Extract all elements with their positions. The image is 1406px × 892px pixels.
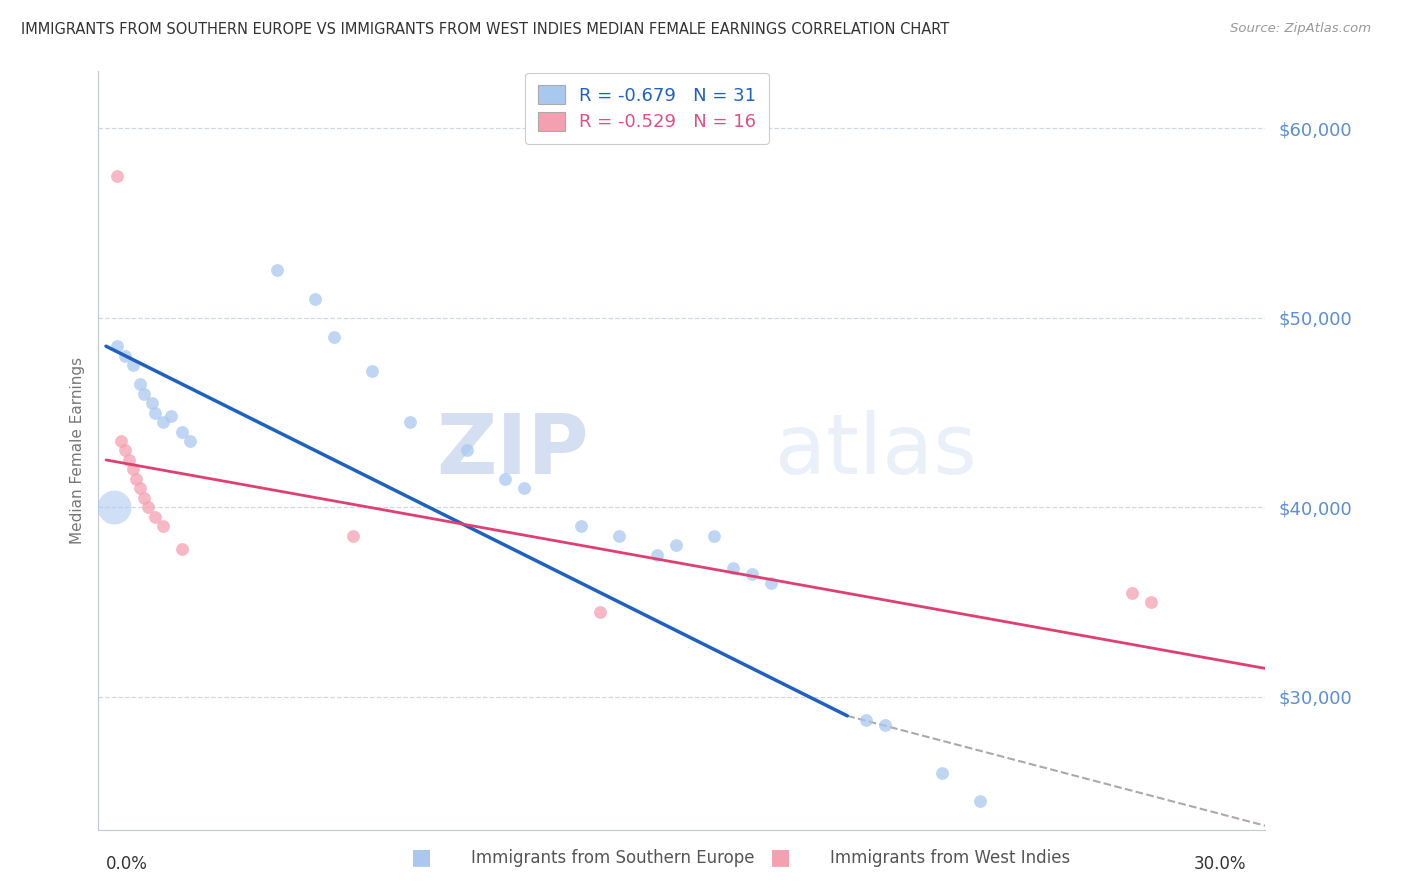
Point (107, 169, 129, 183)
Point (266, 263, 288, 277)
Point (342, 529, 364, 543)
Text: Immigrants from Southern Europe: Immigrants from Southern Europe (471, 849, 755, 867)
Point (323, 330, 346, 344)
Point (1121, 585, 1143, 599)
Point (875, 718, 897, 732)
Text: Immigrants from West Indies: Immigrants from West Indies (830, 849, 1070, 867)
Point (136, 500, 159, 515)
Text: 30.0%: 30.0% (1194, 855, 1246, 872)
Point (159, 409, 181, 424)
Point (1140, 595, 1163, 609)
Text: ■: ■ (770, 847, 790, 867)
Point (569, 519, 592, 533)
Point (741, 566, 763, 581)
Point (132, 386, 155, 401)
Point (107, 339, 129, 353)
Point (141, 396, 163, 410)
Point (132, 491, 155, 505)
Point (703, 529, 725, 543)
Point (645, 548, 668, 562)
Point (121, 462, 143, 476)
Point (152, 415, 174, 429)
Text: IMMIGRANTS FROM SOUTHERN EUROPE VS IMMIGRANTS FROM WEST INDIES MEDIAN FEMALE EAR: IMMIGRANTS FROM SOUTHERN EUROPE VS IMMIG… (21, 22, 949, 37)
Point (607, 529, 630, 543)
Y-axis label: Median Female Earnings: Median Female Earnings (69, 357, 84, 544)
Point (969, 794, 991, 808)
Point (114, 349, 136, 363)
Text: Source: ZipAtlas.com: Source: ZipAtlas.com (1230, 22, 1371, 36)
Point (118, 453, 141, 467)
Point (114, 443, 136, 458)
Point (513, 482, 536, 496)
Point (931, 765, 953, 780)
Point (152, 519, 174, 533)
Point (121, 358, 143, 372)
Point (589, 605, 612, 619)
Point (399, 415, 422, 429)
Point (125, 472, 148, 486)
Point (129, 377, 152, 392)
Point (145, 509, 167, 524)
Point (179, 434, 201, 448)
Point (110, 434, 132, 448)
Point (170, 541, 193, 557)
Point (721, 561, 744, 575)
Text: atlas: atlas (775, 410, 977, 491)
Point (304, 292, 326, 306)
Point (129, 482, 152, 496)
Point (665, 538, 688, 552)
Text: ■: ■ (412, 847, 432, 867)
Point (456, 443, 478, 458)
Text: ZIP: ZIP (436, 410, 589, 491)
Point (170, 425, 193, 439)
Point (761, 576, 783, 591)
Point (494, 472, 516, 486)
Point (103, 500, 125, 515)
Text: 0.0%: 0.0% (105, 855, 148, 872)
Point (855, 713, 877, 727)
Point (145, 405, 167, 420)
Legend: R = -0.679   N = 31, R = -0.529   N = 16: R = -0.679 N = 31, R = -0.529 N = 16 (524, 73, 769, 144)
Point (361, 364, 384, 378)
